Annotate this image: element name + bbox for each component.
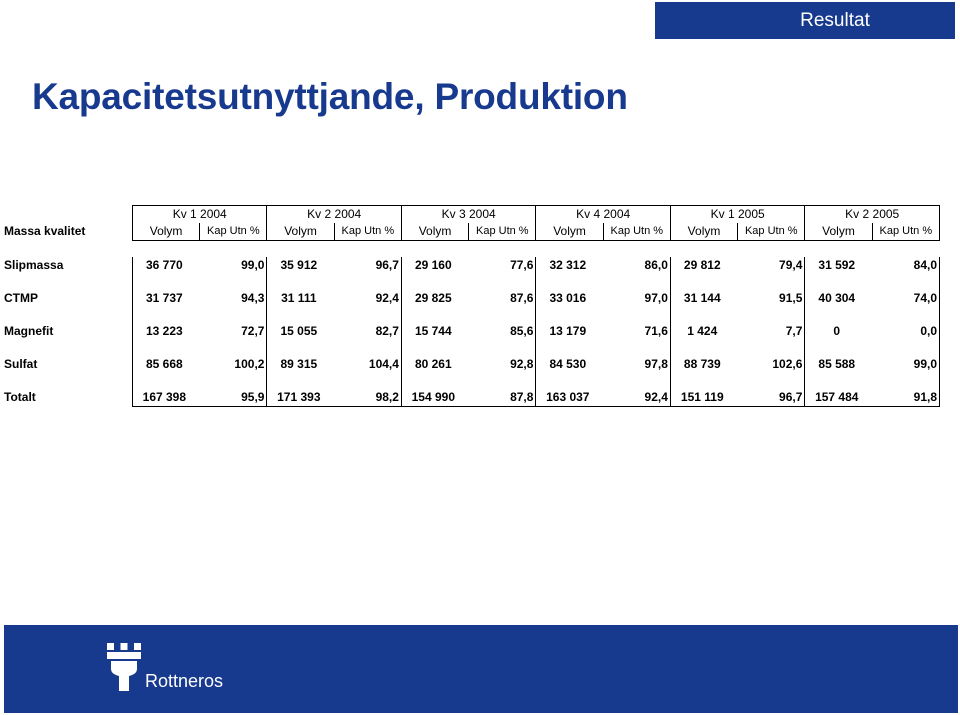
kap-cell: 84,0 (872, 257, 941, 274)
volym-cell: 29 825 (400, 290, 469, 307)
table-row: Magnefit 13 223 72,7 15 055 82,7 15 744 … (2, 323, 941, 340)
kap-cell: 97,0 (644, 291, 668, 305)
volym-cell: 80 261 (400, 356, 469, 373)
volym-cell: 171 393 (266, 389, 335, 407)
kap-cell: 87,6 (510, 291, 534, 305)
table-row: Slipmassa 36 770 99,0 35 912 96,7 29 160… (2, 257, 941, 274)
brand-name: Rottneros (145, 671, 224, 691)
volym-cell: 35 912 (266, 257, 335, 274)
kap-cell: 97,8 (644, 357, 668, 371)
row-label: Sulfat (4, 357, 38, 371)
kap-cell: 85,6 (510, 324, 534, 338)
column-header-kap: Kap Utn % (737, 223, 805, 241)
volym-cell: 84 530 (535, 356, 604, 373)
column-header-volym: Volym (535, 223, 604, 241)
kap-cell: 91,5 (779, 291, 803, 305)
volym-cell: 157 484 (804, 389, 873, 407)
quarter-header: Kv 2 2005 (804, 205, 940, 223)
kap-cell: 0,0 (872, 323, 941, 340)
kap-cell: 96,7 (737, 389, 805, 407)
section-tab-resultat: Resultat (655, 2, 955, 39)
section-tab-label: Resultat (800, 9, 870, 31)
row-label: Magnefit (4, 324, 54, 338)
row-label: Totalt (4, 390, 36, 405)
column-header-row: Massa kvalitet Volym Kap Utn % Volym Kap… (2, 223, 941, 241)
quarter-header-row: Kv 1 2004 Kv 2 2004 Kv 3 2004 Kv 4 2004 … (2, 205, 940, 223)
kap-cell: 94,3 (241, 291, 265, 305)
kap-cell: 99,0 (241, 258, 265, 272)
column-header-volym: Volym (400, 223, 469, 241)
column-header-volym: Volym (804, 223, 873, 241)
volym-cell: 89 315 (266, 356, 335, 373)
volym-cell: 31 737 (131, 290, 200, 307)
volym-cell: 85 588 (804, 356, 873, 373)
kap-cell: 98,2 (334, 389, 402, 407)
column-header-volym: Volym (266, 223, 335, 241)
quarter-header: Kv 3 2004 (400, 205, 537, 223)
kap-cell: 99,0 (872, 356, 941, 373)
kap-cell: 86,0 (644, 258, 668, 272)
page-title: Kapacitetsutnyttjande, Produktion (32, 76, 628, 117)
volym-cell: 33 016 (535, 290, 604, 307)
volym-cell: 32 312 (535, 257, 604, 274)
column-header-volym: Volym (131, 223, 200, 241)
volym-cell: 88 739 (669, 356, 738, 373)
row-label: CTMP (4, 291, 38, 305)
table-row-total: Totalt 167 398 95,9 171 393 98,2 154 990… (2, 389, 941, 407)
kap-cell: 96,7 (375, 258, 399, 272)
kap-cell: 102,6 (772, 357, 803, 371)
kap-cell: 72,7 (241, 324, 265, 338)
quarter-header: Kv 2 2004 (266, 205, 402, 223)
volym-cell: 1 424 (669, 323, 738, 340)
kap-cell: 91,8 (872, 389, 941, 407)
column-header-kap: Kap Utn % (199, 223, 267, 241)
quarter-header: Kv 4 2004 (535, 205, 671, 223)
table-row: CTMP 31 737 94,3 31 111 92,4 29 825 87,6… (2, 290, 941, 307)
volym-cell: 163 037 (535, 389, 604, 407)
volym-cell: 151 119 (669, 389, 738, 407)
column-header-kap: Kap Utn % (871, 223, 941, 241)
volym-cell: 13 179 (535, 323, 604, 340)
volym-cell: 40 304 (804, 290, 873, 307)
volym-cell: 29 160 (400, 257, 469, 274)
kap-cell: 100,2 (234, 357, 265, 371)
quarter-header: Kv 1 2004 (131, 205, 268, 223)
capacity-table: Kv 1 2004 Kv 2 2004 Kv 3 2004 Kv 4 2004 … (2, 205, 941, 407)
volym-cell: 15 055 (266, 323, 335, 340)
kap-cell: 71,6 (644, 324, 668, 338)
volym-cell: 13 223 (131, 323, 200, 340)
column-header-kap: Kap Utn % (333, 223, 402, 241)
footer-band: Rottneros (4, 625, 958, 713)
table-row: Sulfat 85 668 100,2 89 315 104,4 80 261 … (2, 356, 941, 373)
quarter-header: Kv 1 2005 (669, 205, 806, 223)
volym-cell: 167 398 (131, 389, 200, 407)
kap-cell: 74,0 (872, 290, 941, 307)
kap-cell: 77,6 (510, 258, 534, 272)
kap-cell: 79,4 (779, 258, 803, 272)
column-header-volym: Volym (669, 223, 738, 241)
volym-cell: 85 668 (131, 356, 200, 373)
castle-icon (107, 643, 141, 691)
kap-cell: 87,8 (468, 389, 536, 407)
kap-cell: 7,7 (785, 324, 803, 338)
volym-cell: 154 990 (400, 389, 469, 407)
volym-cell: 31 111 (266, 290, 335, 307)
volym-cell: 29 812 (669, 257, 738, 274)
volym-cell: 31 144 (669, 290, 738, 307)
kap-cell: 92,4 (375, 291, 399, 305)
kap-cell: 92,8 (510, 357, 534, 371)
volym-cell: 36 770 (131, 257, 200, 274)
volym-cell: 0 (804, 323, 873, 340)
kap-cell: 104,4 (368, 357, 399, 371)
kap-cell: 92,4 (603, 389, 671, 407)
kap-cell: 95,9 (199, 389, 267, 407)
row-label: Slipmassa (4, 258, 64, 272)
corner-label: Massa kvalitet (4, 224, 86, 239)
volym-cell: 31 592 (804, 257, 873, 274)
column-header-kap: Kap Utn % (602, 223, 671, 241)
column-header-kap: Kap Utn % (468, 223, 536, 241)
volym-cell: 15 744 (400, 323, 469, 340)
kap-cell: 82,7 (375, 324, 399, 338)
